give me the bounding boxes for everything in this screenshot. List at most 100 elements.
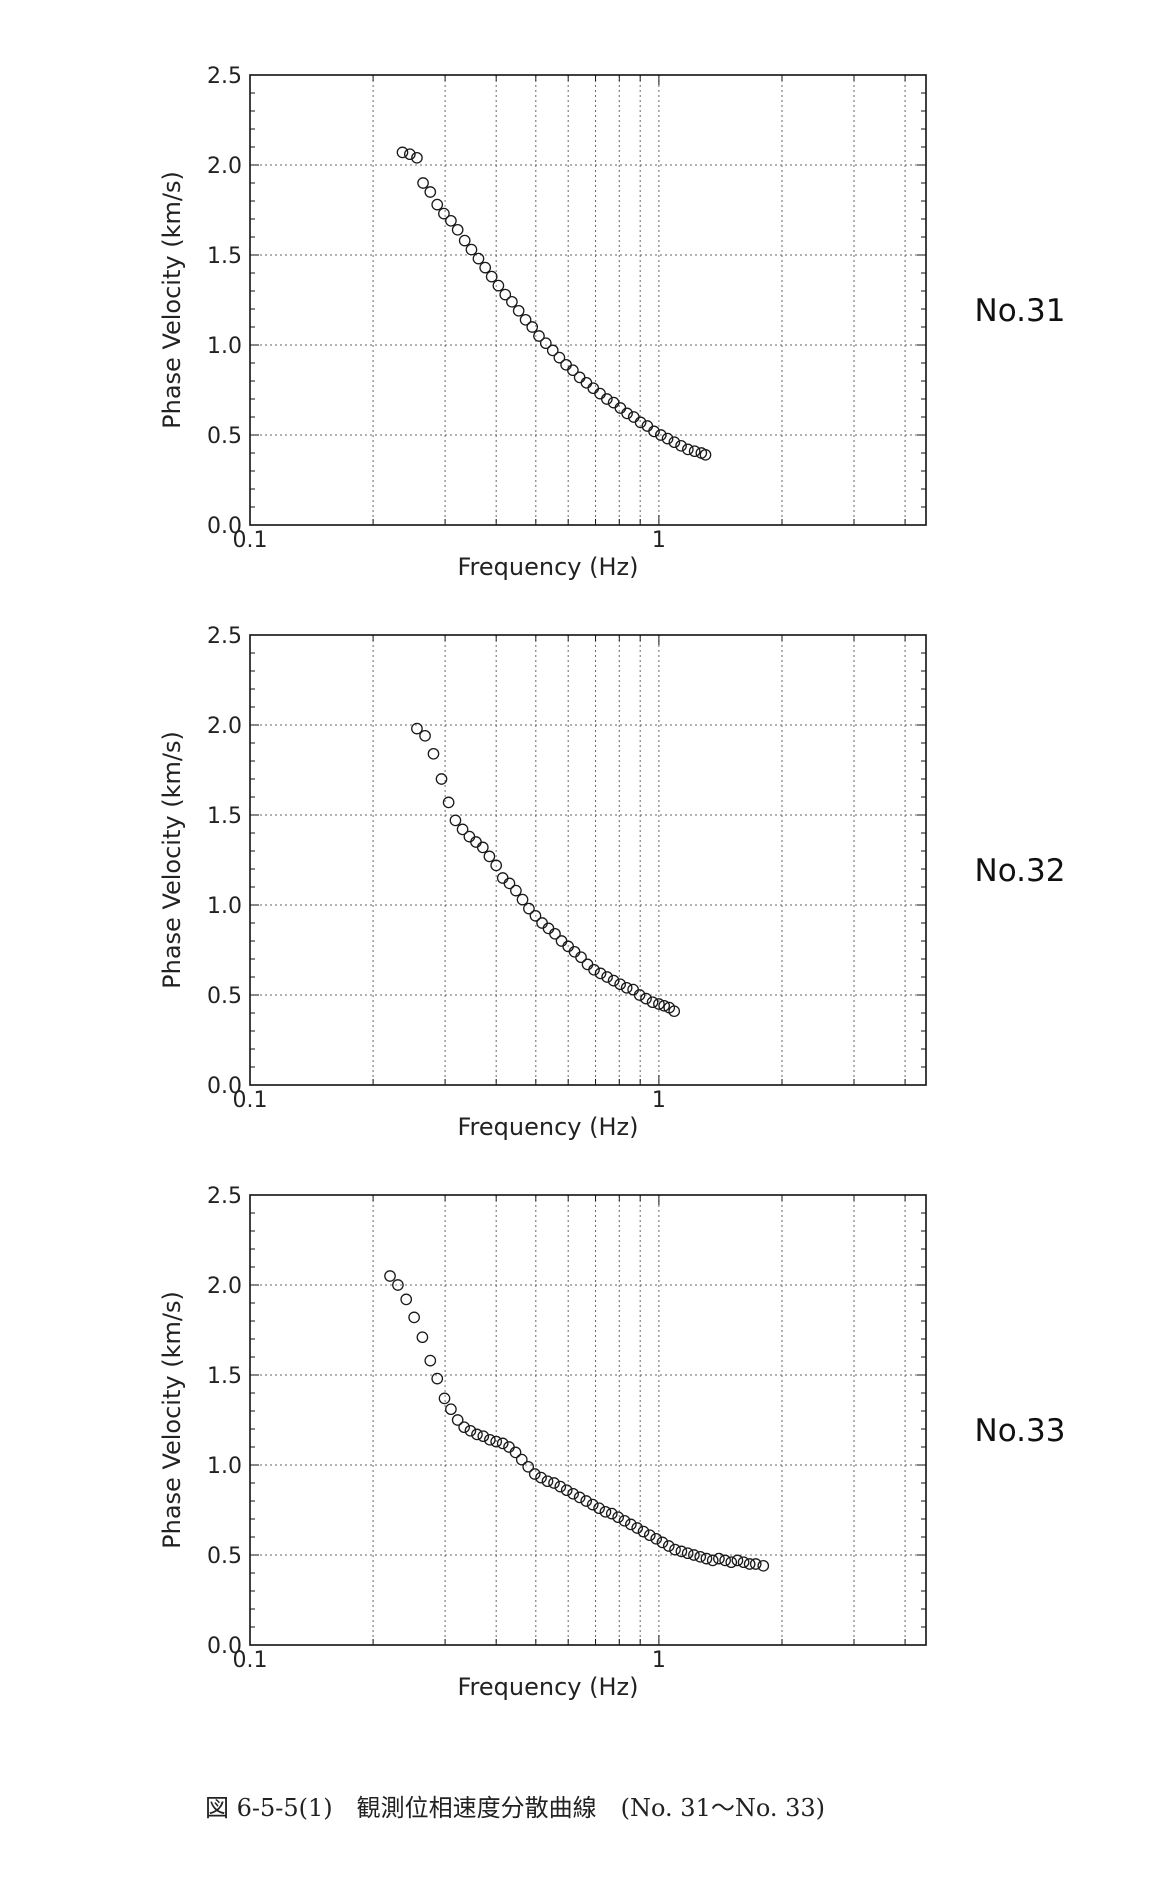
data-point	[654, 429, 667, 441]
chart-panel-no31: 0.0 0.5 1.0 1.5 2.0 2.5 0.1 1 Frequency (Hz) Phas…	[158, 64, 1066, 581]
data-point	[594, 967, 607, 980]
data-point	[605, 1507, 618, 1520]
data-point	[731, 1554, 744, 1567]
data-point	[567, 364, 579, 377]
data-point	[496, 1437, 509, 1450]
data-point	[523, 902, 535, 915]
data-point	[424, 186, 437, 198]
data-point	[688, 1549, 700, 1561]
data-point	[599, 1505, 612, 1518]
data-point	[621, 407, 633, 420]
station-label: No.33	[975, 1413, 1066, 1449]
data-point	[668, 436, 681, 449]
data-point	[646, 996, 659, 1009]
data-point	[492, 279, 505, 292]
chart-panel-no33: 0.0 0.5 1.0 1.5 2.0 2.5 0.1 1 Frequency (Hz) Phas…	[158, 1184, 1066, 1701]
data-point	[643, 1529, 656, 1542]
data-point	[631, 1522, 644, 1534]
data-point	[404, 148, 416, 161]
data-point	[449, 814, 462, 827]
data-point	[601, 971, 613, 983]
y-tick-label: 2.5	[207, 64, 242, 89]
data-point	[601, 393, 613, 405]
data-point	[536, 917, 548, 929]
data-point	[554, 1480, 567, 1493]
data-point	[503, 877, 516, 890]
data-point	[706, 1554, 719, 1567]
data-point	[586, 1498, 599, 1511]
data-point	[472, 252, 485, 265]
data-point	[743, 1558, 756, 1570]
data-point	[427, 747, 440, 760]
y-tick-label: 2.5	[207, 624, 242, 649]
data-point	[580, 376, 593, 389]
data-point	[516, 893, 529, 906]
data-point	[567, 1487, 579, 1500]
data-point	[515, 1453, 528, 1466]
chart-panel-no32: 0.0 0.5 1.0 1.5 2.0 2.5 0.1 1 Frequency (Hz) Phas…	[158, 624, 1066, 1141]
data-point	[490, 859, 503, 872]
y-tick-label: 1.0	[207, 894, 242, 919]
data-point	[737, 1556, 750, 1569]
data-point	[470, 836, 482, 848]
data-point	[445, 1403, 457, 1416]
plot-frame	[249, 1194, 927, 1646]
data-point	[445, 214, 457, 227]
data-point	[675, 439, 687, 452]
data-point	[681, 443, 694, 456]
data-point	[607, 974, 620, 987]
data-point	[479, 261, 492, 274]
data-point	[555, 935, 568, 947]
data-point	[419, 729, 431, 742]
data-point	[392, 1279, 404, 1291]
x-tick-label: 0.1	[233, 1648, 268, 1673]
data-point	[580, 1495, 593, 1507]
y-axis-label: Phase Velocity (km/s)	[158, 1291, 186, 1549]
data-point	[594, 387, 606, 400]
data-point	[458, 234, 471, 247]
data-point	[465, 243, 478, 256]
data-point	[471, 1428, 483, 1441]
data-point	[417, 177, 429, 189]
data-point	[464, 1424, 477, 1437]
data-point	[548, 1477, 560, 1489]
plot-frame	[249, 634, 927, 1086]
data-point	[509, 1446, 522, 1459]
x-tick-label: 0.1	[233, 1088, 268, 1113]
data-point	[618, 1514, 631, 1527]
data-point	[411, 151, 423, 164]
y-tick-label: 1.5	[207, 244, 242, 269]
data-point	[528, 1468, 541, 1480]
y-tick-label: 1.5	[207, 1364, 242, 1389]
data-point	[661, 432, 674, 445]
station-label: No.32	[975, 853, 1066, 889]
data-point	[503, 1441, 515, 1453]
data-point	[451, 1414, 464, 1426]
data-point	[456, 823, 469, 836]
plot-frame	[249, 74, 927, 526]
data-point	[496, 872, 509, 884]
data-point	[442, 796, 455, 809]
x-tick-label: 1	[652, 528, 666, 553]
y-tick-label: 1.0	[207, 334, 242, 359]
y-tick-label: 0.0	[207, 1074, 242, 1099]
data-point	[633, 989, 646, 1001]
data-point	[627, 983, 639, 996]
data-point	[542, 922, 555, 935]
y-tick-label: 2.0	[207, 714, 242, 739]
data-point	[581, 958, 594, 971]
data-point	[539, 337, 552, 350]
data-point	[438, 1392, 451, 1405]
data-point	[424, 1354, 437, 1367]
station-label: No.31	[975, 293, 1066, 329]
data-point	[535, 1471, 547, 1484]
data-point	[526, 321, 539, 333]
data-point	[699, 448, 712, 461]
data-point	[648, 425, 660, 438]
data-point	[416, 1331, 429, 1344]
data-point	[529, 909, 542, 922]
data-point	[408, 1311, 420, 1324]
y-tick-label: 0.5	[207, 1544, 242, 1569]
data-point	[560, 358, 572, 371]
